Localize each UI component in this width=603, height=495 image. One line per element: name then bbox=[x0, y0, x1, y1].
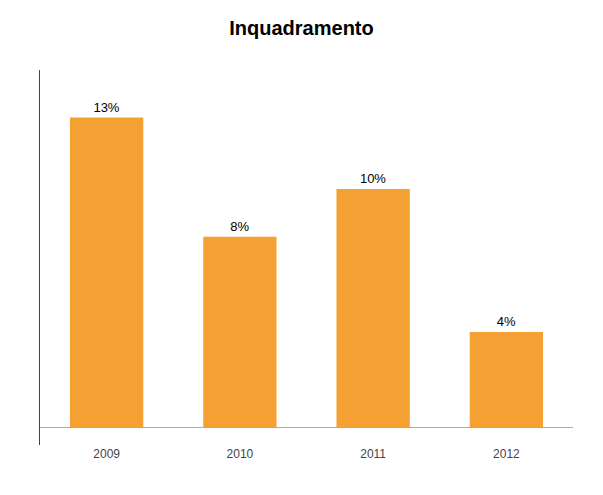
svg-text:10%: 10% bbox=[360, 171, 386, 186]
svg-text:8%: 8% bbox=[230, 219, 249, 234]
svg-text:2009: 2009 bbox=[93, 447, 120, 461]
svg-text:4%: 4% bbox=[497, 314, 516, 329]
svg-text:2011: 2011 bbox=[360, 447, 386, 461]
svg-text:2010: 2010 bbox=[227, 447, 254, 461]
svg-text:13%: 13% bbox=[93, 100, 119, 115]
svg-text:2012: 2012 bbox=[493, 447, 520, 461]
svg-text:Inquadramento: Inquadramento bbox=[229, 17, 373, 39]
